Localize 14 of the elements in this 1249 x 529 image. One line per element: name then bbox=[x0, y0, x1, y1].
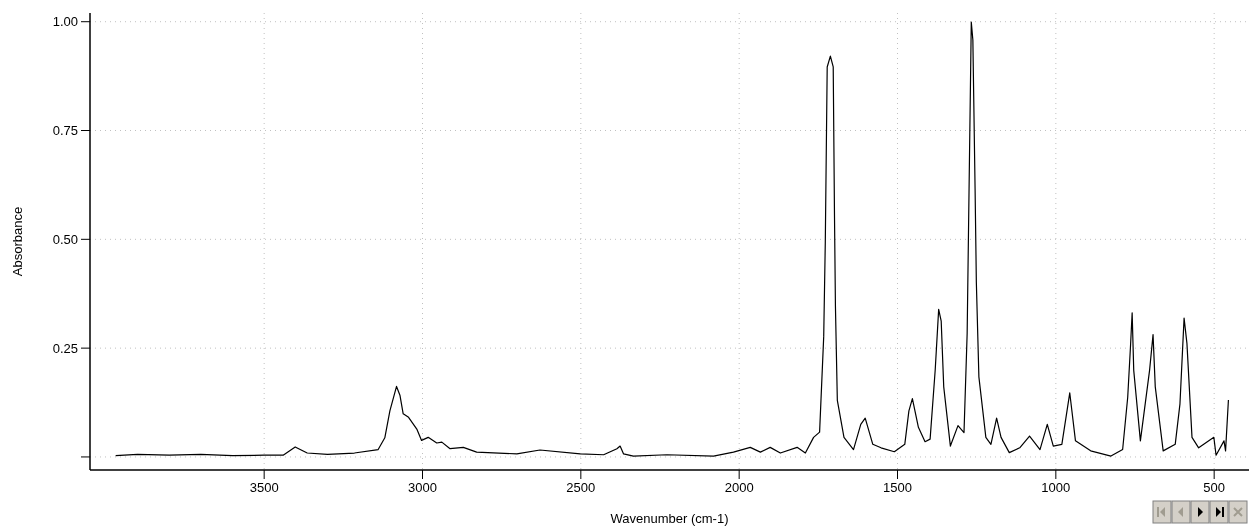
x-tick-label: 3000 bbox=[408, 480, 437, 495]
y-tick-label: 1.00 bbox=[52, 14, 78, 30]
x-tick-label: 1500 bbox=[883, 480, 912, 495]
y-tick-label: 0.50 bbox=[52, 231, 78, 247]
x-tick-label: 500 bbox=[1203, 480, 1226, 495]
x-tick-label: 2000 bbox=[724, 480, 754, 495]
line-series bbox=[115, 21, 1230, 457]
y-axis-title: Absorbance bbox=[10, 206, 25, 277]
x-tick-label: 3500 bbox=[249, 480, 279, 495]
x-tick-label: 2500 bbox=[566, 480, 596, 495]
y-tick-label: 0.25 bbox=[52, 340, 78, 356]
y-tick-label: 0.75 bbox=[52, 123, 78, 139]
x-tick-label: 1000 bbox=[1041, 480, 1071, 495]
x-axis-title: Wavenumber (cm-1) bbox=[610, 511, 729, 526]
